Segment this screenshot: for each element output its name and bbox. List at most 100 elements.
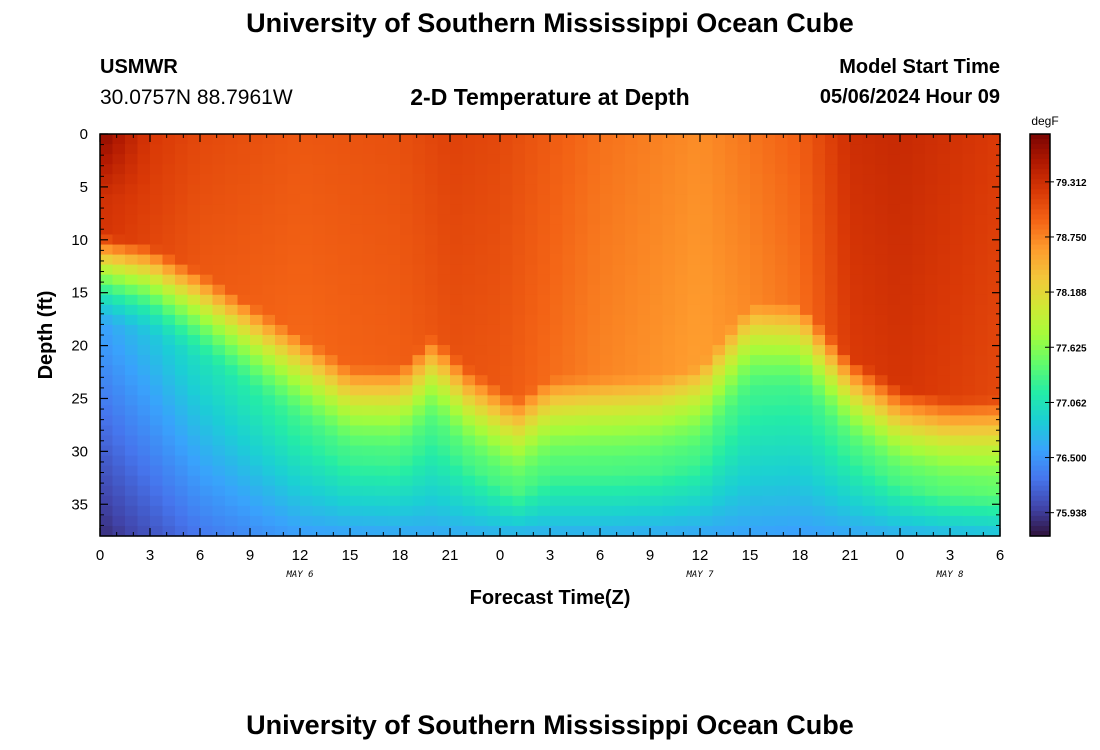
heatmap-cell (350, 385, 364, 396)
heatmap-cell (662, 475, 676, 487)
heatmap-cell (862, 164, 876, 175)
heatmap-cell (475, 224, 489, 236)
heatmap-cell (212, 525, 226, 537)
heatmap-cell (600, 154, 614, 165)
heatmap-cell (712, 204, 726, 215)
heatmap-cell (375, 184, 389, 195)
heatmap-cell (212, 274, 226, 286)
heatmap-cell (187, 375, 201, 386)
heatmap-cell (712, 304, 726, 316)
heatmap-cell (912, 335, 926, 346)
heatmap-cell (625, 224, 639, 236)
heatmap-cell (375, 244, 389, 256)
heatmap-cell (925, 174, 939, 185)
heatmap-cell (237, 324, 251, 336)
heatmap-cell (912, 375, 926, 386)
heatmap-cell (425, 294, 439, 306)
heatmap-cell (525, 294, 539, 306)
heatmap-cell (487, 505, 501, 517)
heatmap-cell (125, 254, 139, 266)
heatmap-cell (125, 224, 139, 236)
heatmap-cell (500, 134, 514, 145)
heatmap-cell (525, 335, 539, 346)
heatmap-cell (575, 244, 589, 256)
heatmap-cell (875, 375, 889, 386)
heatmap-cell (662, 284, 676, 296)
heatmap-cell (325, 184, 339, 195)
heatmap-cell (137, 475, 151, 487)
heatmap-cell (750, 355, 764, 366)
heatmap-cell (250, 365, 264, 376)
heatmap-cell (950, 134, 964, 145)
heatmap-cell (762, 355, 776, 366)
heatmap-cell (650, 355, 664, 366)
heatmap-cell (362, 475, 376, 487)
heatmap-cell (862, 445, 876, 457)
heatmap-cell (700, 234, 714, 246)
heatmap-cell (950, 335, 964, 346)
colorbar-segment (1030, 154, 1050, 160)
heatmap-cell (712, 515, 726, 527)
heatmap-cell (812, 365, 826, 376)
heatmap-cell (837, 144, 851, 155)
heatmap-cell (912, 355, 926, 366)
heatmap-cell (675, 375, 689, 386)
heatmap-cell (812, 465, 826, 477)
heatmap-cell (412, 485, 426, 497)
heatmap-cell (387, 365, 401, 376)
heatmap-cell (925, 485, 939, 497)
heatmap-cell (425, 455, 439, 467)
heatmap-cell (137, 214, 151, 226)
heatmap-cell (962, 224, 976, 236)
heatmap-cell (887, 495, 901, 507)
heatmap-cell (450, 224, 464, 236)
heatmap-cell (400, 485, 414, 497)
heatmap-cell (725, 204, 739, 215)
heatmap-cell (612, 194, 626, 205)
heatmap-cell (825, 224, 839, 236)
heatmap-cell (875, 314, 889, 326)
heatmap-cell (637, 184, 651, 195)
colorbar-segment (1030, 380, 1050, 386)
heatmap-cell (162, 435, 176, 447)
heatmap-cell (687, 485, 701, 497)
heatmap-cell (887, 355, 901, 366)
heatmap-cell (600, 475, 614, 487)
heatmap-cell (512, 485, 526, 497)
heatmap-cell (187, 455, 201, 467)
heatmap-cell (275, 284, 289, 296)
heatmap-cell (350, 314, 364, 326)
heatmap-cell (887, 435, 901, 447)
colorbar-segment (1030, 254, 1050, 261)
heatmap-cell (962, 505, 976, 517)
heatmap-cell (637, 355, 651, 366)
heatmap-cell (250, 345, 264, 356)
heatmap-cell (400, 294, 414, 306)
colorbar-segment (1030, 490, 1050, 497)
heatmap-cell (462, 304, 476, 316)
heatmap-cell (600, 505, 614, 517)
heatmap-cell (525, 345, 539, 356)
heatmap-cell (987, 515, 1001, 527)
heatmap-cell (225, 194, 239, 205)
heatmap-cell (537, 445, 551, 457)
heatmap-cell (275, 264, 289, 276)
heatmap-cell (712, 525, 726, 537)
heatmap-cell (637, 505, 651, 517)
heatmap-cell (425, 214, 439, 226)
heatmap-cell (862, 304, 876, 316)
heatmap-cell (625, 375, 639, 386)
heatmap-cell (300, 304, 314, 316)
heatmap-cell (812, 284, 826, 296)
heatmap-cell (300, 284, 314, 296)
heatmap-cell (625, 324, 639, 336)
heatmap-cell (600, 465, 614, 477)
heatmap-cell (812, 435, 826, 447)
heatmap-cell (400, 335, 414, 346)
heatmap-cell (150, 244, 164, 256)
heatmap-cell (250, 254, 264, 266)
heatmap-cell (300, 355, 314, 366)
heatmap-cell (762, 475, 776, 487)
heatmap-cell (750, 395, 764, 406)
heatmap-cell (100, 515, 114, 527)
